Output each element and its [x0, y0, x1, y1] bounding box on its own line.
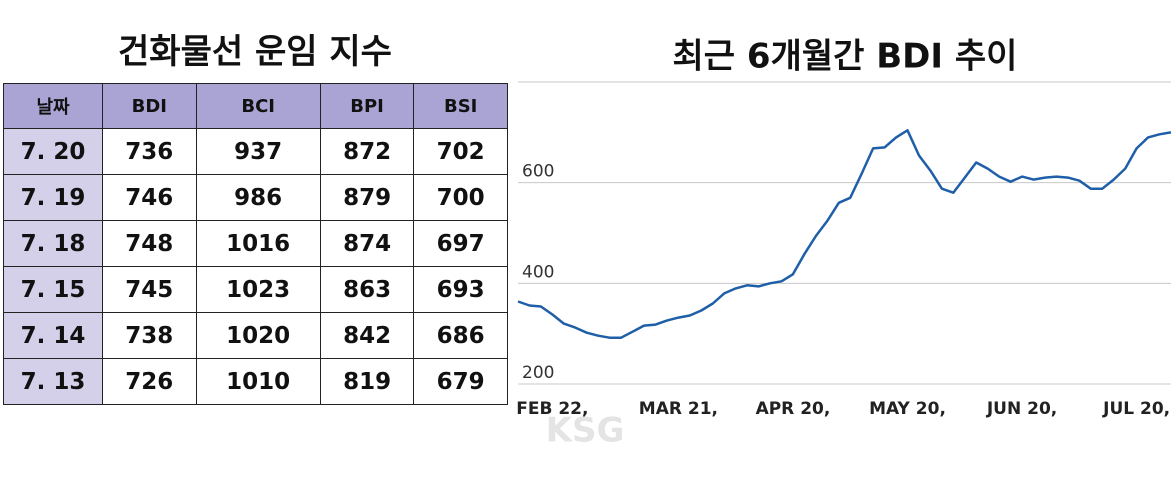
table-cell: 702	[413, 128, 508, 175]
table-cell: 693	[413, 266, 508, 313]
table-row: 7. 20 736 937 872 702	[3, 128, 508, 175]
table-cell: 746	[102, 174, 197, 221]
y-tick-label: 400	[522, 262, 554, 282]
x-tick-label: MAY 20,	[869, 399, 946, 419]
y-tick-label: 600	[522, 162, 554, 182]
column-header: 날짜	[3, 83, 103, 129]
table-cell: 872	[319, 128, 415, 175]
table-cell: 863	[319, 266, 415, 313]
chart-title: 최근 6개월간 BDI 추이	[673, 37, 1018, 77]
table-cell: 697	[413, 220, 508, 267]
table-cell: 738	[102, 312, 197, 359]
table-cell: 679	[413, 358, 508, 405]
table-cell: 7. 18	[3, 220, 103, 267]
table-cell: 1020	[195, 312, 321, 359]
table-row: 7. 18 748 1016 874 697	[3, 220, 508, 267]
table-row: 7. 15 745 1023 863 693	[3, 266, 508, 313]
table-cell: 7. 13	[3, 358, 103, 405]
watermark: KSG	[546, 411, 625, 451]
x-tick-label: FEB 22,	[516, 399, 588, 419]
table-cell: 726	[102, 358, 197, 405]
column-header: BSI	[413, 83, 508, 129]
x-tick-label: MAR 21,	[639, 399, 718, 419]
table-cell: 7. 14	[3, 312, 103, 359]
table-row: 7. 19 746 986 879 700	[3, 174, 508, 221]
table-cell: 1010	[195, 358, 321, 405]
index-table: 날짜 BDI BCI BPI BSI 7. 20 736 937 872 702 7. 19 746 9…	[3, 83, 508, 405]
table-row: 7. 14 738 1020 842 686	[3, 312, 508, 359]
line	[517, 129, 1171, 339]
table-cell: 700	[413, 174, 508, 221]
table-cell: 986	[195, 174, 321, 221]
table-cell: 736	[102, 128, 197, 175]
column-header: BPI	[319, 83, 415, 129]
table-cell: 7. 20	[3, 128, 103, 175]
table-title: 건화물선 운임 지수	[118, 32, 392, 72]
x-tick-label: APR 20,	[756, 399, 831, 419]
x-tick-label: JUL 20,	[1102, 399, 1170, 419]
y-tick-label: 200	[522, 363, 554, 383]
table-cell: 879	[319, 174, 415, 221]
table-cell: 937	[195, 128, 321, 175]
table-row: 날짜 BDI BCI BPI BSI	[3, 83, 508, 129]
table-cell: 686	[413, 312, 508, 359]
table-cell: 7. 19	[3, 174, 103, 221]
table-cell: 1016	[195, 220, 321, 267]
column-header: BDI	[102, 83, 197, 129]
column-header: BCI	[195, 83, 321, 129]
x-tick-label: JUN 20,	[986, 399, 1057, 419]
table-cell: 819	[319, 358, 415, 405]
table-row: 7. 13 726 1010 819 679	[3, 358, 508, 405]
